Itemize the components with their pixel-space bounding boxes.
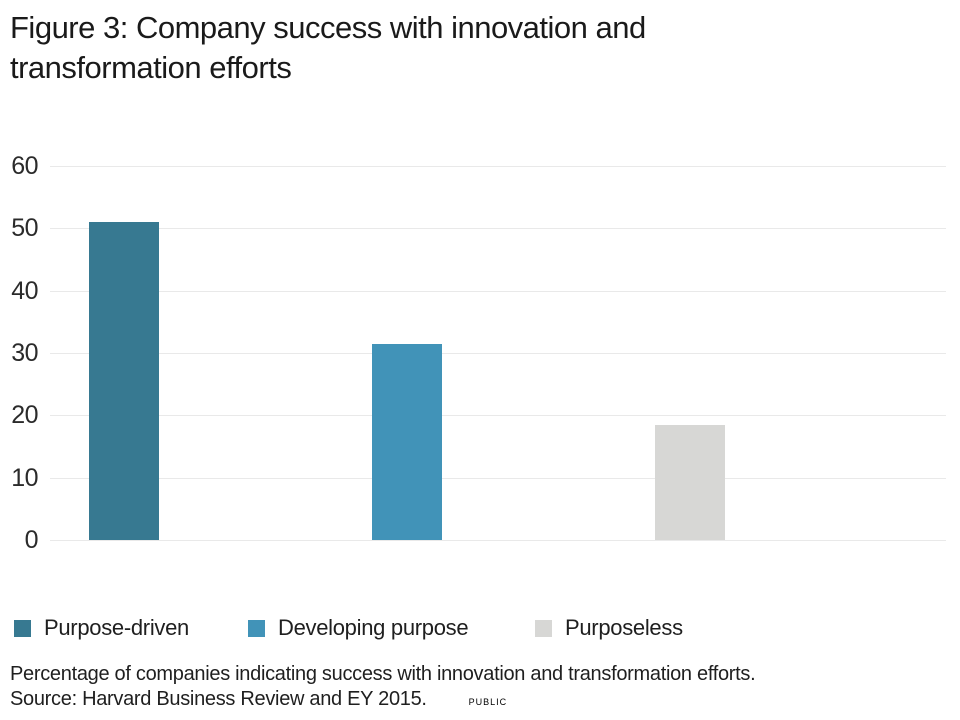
y-tick-label-0: 0 — [24, 526, 39, 554]
gridline-60 — [50, 166, 946, 167]
legend-label-purposeless: Purposeless — [565, 615, 683, 640]
figure-title: Figure 3: Company success with innovatio… — [10, 10, 646, 85]
legend-item-purposeless: Purposeless — [535, 615, 683, 641]
legend-item-purpose-driven: Purpose-driven — [14, 615, 189, 641]
legend-label-developing-purpose: Developing purpose — [278, 615, 469, 640]
gridline-20 — [50, 415, 946, 417]
gridline-10 — [50, 477, 946, 479]
y-tick-label-50: 50 — [11, 214, 38, 243]
bar-developing-purpose — [372, 343, 442, 540]
legend-swatch-purpose-driven — [14, 619, 31, 637]
gridline-40 — [50, 290, 946, 292]
chart-footnote: Percentage of companies indicating succe… — [10, 662, 950, 715]
bar-purpose-driven — [89, 222, 159, 540]
legend-item-developing-purpose: Developing purpose — [248, 615, 469, 641]
legend-swatch-developing-purpose — [248, 619, 265, 637]
gridline-50 — [50, 228, 946, 230]
y-tick-label-30: 30 — [11, 339, 38, 367]
y-tick-label-40: 40 — [11, 276, 38, 305]
y-tick-label-20: 20 — [11, 401, 38, 430]
footnote-description: Percentage of companies indicating succe… — [10, 663, 756, 685]
footnote-source: Source: Harvard Business Review and EY 2… — [10, 688, 427, 710]
legend-label-purpose-driven: Purpose-driven — [44, 615, 189, 640]
classification-label: PUBLIC — [468, 697, 508, 707]
gridline-30 — [50, 353, 946, 354]
bar-purposeless — [655, 424, 725, 540]
y-tick-label-10: 10 — [11, 463, 38, 492]
legend-swatch-purposeless — [535, 619, 552, 637]
bar-chart: 0 10 20 30 40 50 60 — [0, 140, 960, 560]
gridline-0 — [50, 540, 946, 541]
y-tick-label-60: 60 — [11, 152, 38, 180]
chart-legend: Purpose-driven Developing purpose Purposel… — [0, 615, 960, 643]
